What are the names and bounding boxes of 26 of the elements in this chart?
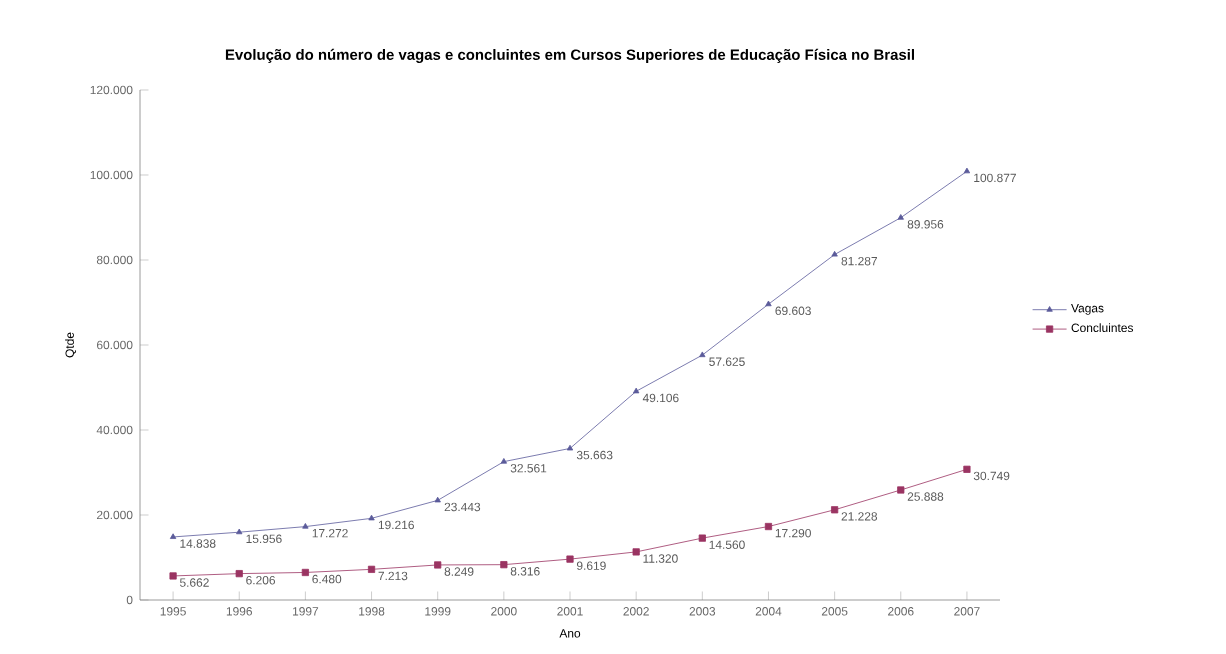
point [500,458,508,464]
point [301,568,309,577]
point [897,214,904,220]
point [831,506,839,514]
point [633,387,640,394]
point [764,522,773,531]
point [699,351,706,358]
point [566,555,574,563]
point [434,561,442,569]
point [632,548,640,556]
point [169,533,177,539]
point [831,250,838,257]
point [765,300,772,307]
point [367,565,376,573]
point [434,496,441,503]
point [963,465,971,473]
point [566,444,574,451]
point [368,514,375,521]
point [897,486,905,494]
point [169,572,177,580]
point [236,528,243,535]
point [235,570,243,578]
point [698,534,706,542]
point [963,167,971,174]
point [500,561,508,569]
point [302,523,309,529]
